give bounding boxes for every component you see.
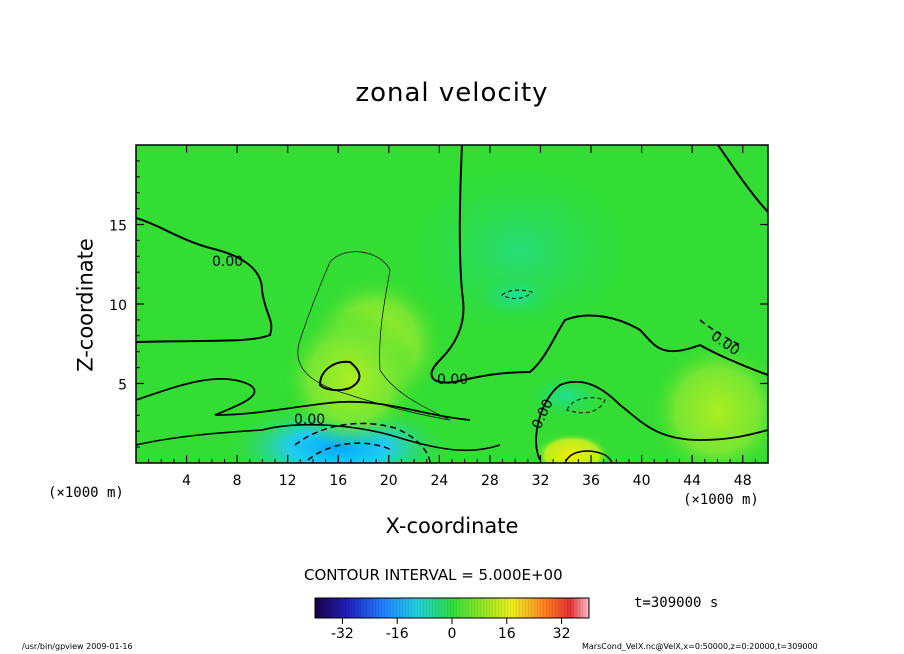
contour-positive-plume bbox=[297, 251, 451, 421]
contour-negative-upper bbox=[501, 289, 533, 299]
colorbar-tick-label: 0 bbox=[448, 626, 457, 642]
contour-positive-core bbox=[318, 360, 361, 392]
x-tick-label: 48 bbox=[734, 473, 752, 489]
x-unit-label-right: (×1000 m) bbox=[683, 492, 759, 508]
y-tick-label: 15 bbox=[109, 219, 127, 235]
contour-zero-upper-right bbox=[717, 145, 768, 213]
field-feature bbox=[525, 374, 606, 419]
x-tick-label: 44 bbox=[683, 473, 701, 489]
contour-label-2: 0.00 bbox=[437, 372, 468, 388]
x-tick-label: 36 bbox=[582, 473, 600, 489]
contour-label-1: 0.00 bbox=[212, 254, 243, 270]
contour-interval-label: CONTOUR INTERVAL = 5.000E+00 bbox=[304, 566, 563, 584]
colorbar-tick-label: -32 bbox=[331, 626, 354, 642]
x-axis-label: X-coordinate bbox=[385, 514, 519, 538]
field-group bbox=[136, 145, 768, 463]
colorbar-levels bbox=[315, 598, 589, 618]
field-feature bbox=[280, 308, 421, 449]
contour-label-3: 0.00 bbox=[294, 412, 325, 428]
chart-title: zonal velocity bbox=[355, 78, 549, 108]
colorbar-tick-label: 16 bbox=[498, 626, 516, 642]
field-feature bbox=[647, 340, 768, 463]
footer-right: MarsCond_VelX.nc@VelX,x=0:50000,z=0:2000… bbox=[582, 642, 818, 651]
contour-negative-right bbox=[566, 397, 606, 414]
y-tick-label: 5 bbox=[118, 378, 127, 394]
time-label: t=309000 s bbox=[634, 595, 719, 611]
contour-negative-far-right bbox=[699, 319, 741, 346]
x-tick-label: 4 bbox=[182, 473, 191, 489]
footer-left: /usr/bin/gpview 2009-01-16 bbox=[22, 642, 133, 651]
colorbar: -32 -16 0 16 32 bbox=[314, 597, 590, 642]
x-tick-label: 24 bbox=[430, 473, 448, 489]
colorbar-tick-label: -16 bbox=[386, 626, 409, 642]
x-tick-label: 8 bbox=[233, 473, 242, 489]
contour-zero-lower bbox=[136, 377, 471, 421]
contour-lines bbox=[136, 145, 768, 463]
x-tick-label: 32 bbox=[532, 473, 550, 489]
x-tick-label: 12 bbox=[279, 473, 297, 489]
x-tick-label: 40 bbox=[633, 473, 651, 489]
contour-zero-bottom bbox=[136, 423, 501, 452]
contour-zero-lower-right bbox=[535, 380, 768, 461]
x-unit-label: (×1000 m) bbox=[48, 485, 124, 501]
field-feature bbox=[475, 274, 556, 319]
contour-zero-upper-left bbox=[136, 217, 273, 343]
contour-zero-center bbox=[430, 145, 768, 384]
x-tick-label: 16 bbox=[329, 473, 347, 489]
contour-negative-outer bbox=[294, 422, 431, 463]
y-tick-label: 10 bbox=[109, 298, 127, 314]
contour-positive-bottom bbox=[564, 450, 613, 463]
x-tick-label: 20 bbox=[380, 473, 398, 489]
x-tick-label: 28 bbox=[481, 473, 499, 489]
contour-negative-inner bbox=[307, 442, 393, 461]
colorbar-tick-label: 32 bbox=[553, 626, 571, 642]
